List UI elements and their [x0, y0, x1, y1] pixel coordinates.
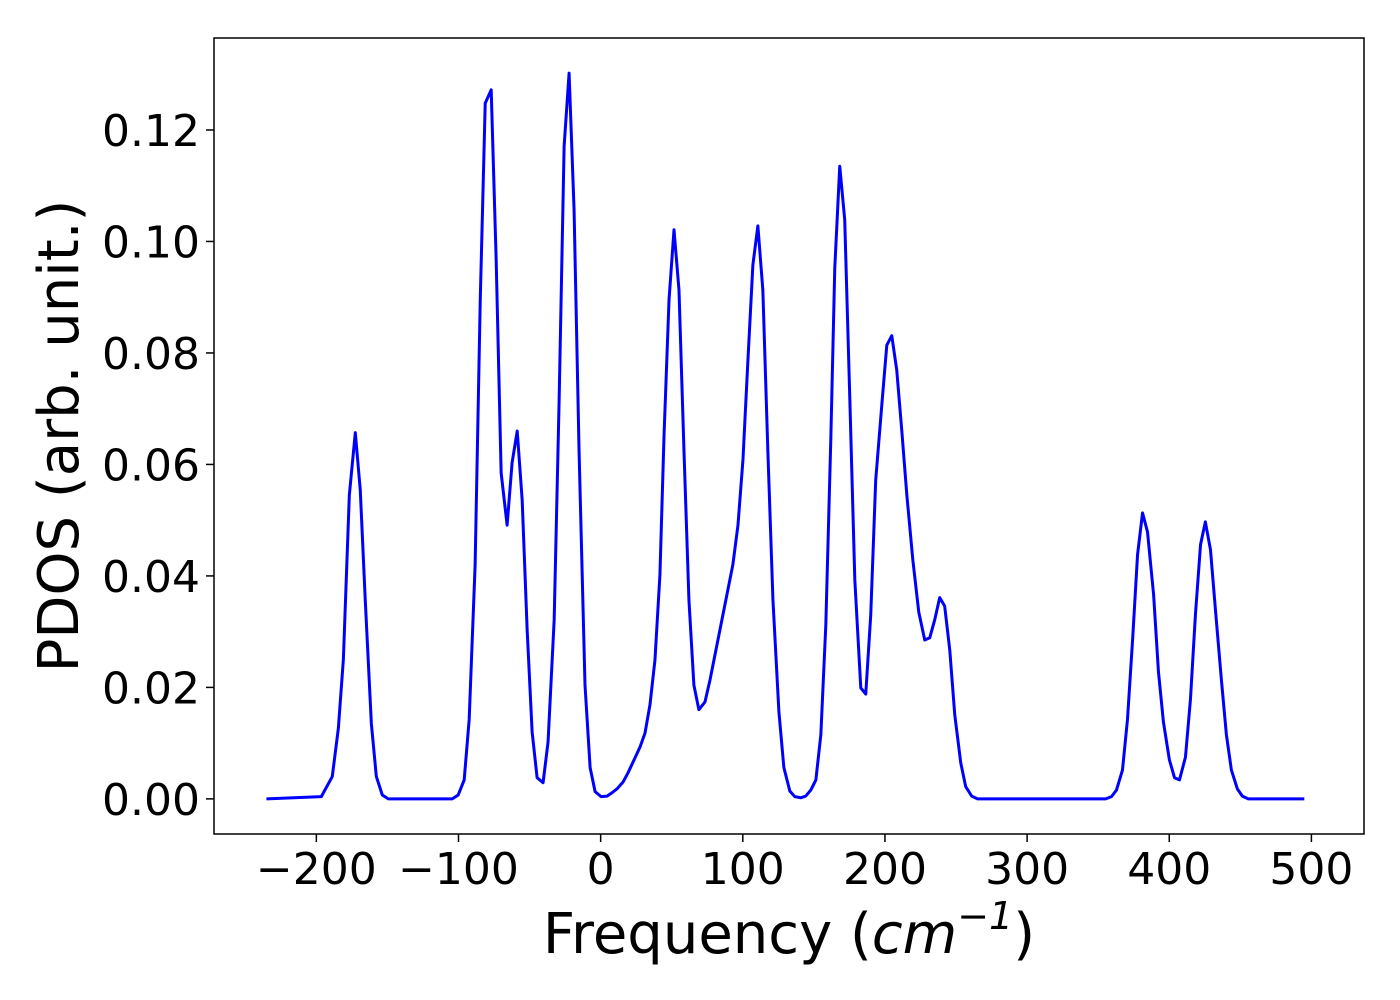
plot-frame: [213, 37, 1365, 835]
y-axis-label: PDOS (arb. unit.): [27, 200, 92, 673]
x-label-math: cm: [872, 902, 957, 967]
y-tick-label: 0.00: [102, 775, 200, 826]
x-tick-label: 200: [843, 844, 927, 895]
x-tick-label: 500: [1269, 844, 1353, 895]
y-tick-label: 0.10: [102, 217, 200, 268]
pdos-line: [266, 71, 1305, 801]
y-tick-label: 0.08: [102, 329, 200, 380]
y-tick-label: 0.06: [102, 440, 200, 491]
x-tick-label: −100: [398, 844, 519, 895]
x-tick-label: 100: [701, 844, 785, 895]
y-tick-label: 0.12: [102, 106, 200, 157]
y-tick-label: 0.04: [102, 552, 200, 603]
x-tick-label: 0: [587, 844, 615, 895]
y-tick-label: 0.02: [102, 663, 200, 714]
x-label-close: ): [1013, 902, 1035, 967]
x-label-text: Frequency (: [543, 902, 872, 967]
x-tick-label: 400: [1127, 844, 1211, 895]
x-axis-label: Frequency (cm−1): [543, 894, 1035, 967]
x-tick-label: 300: [985, 844, 1069, 895]
x-label-sup: −1: [957, 894, 1013, 938]
x-tick-label: −200: [256, 844, 377, 895]
